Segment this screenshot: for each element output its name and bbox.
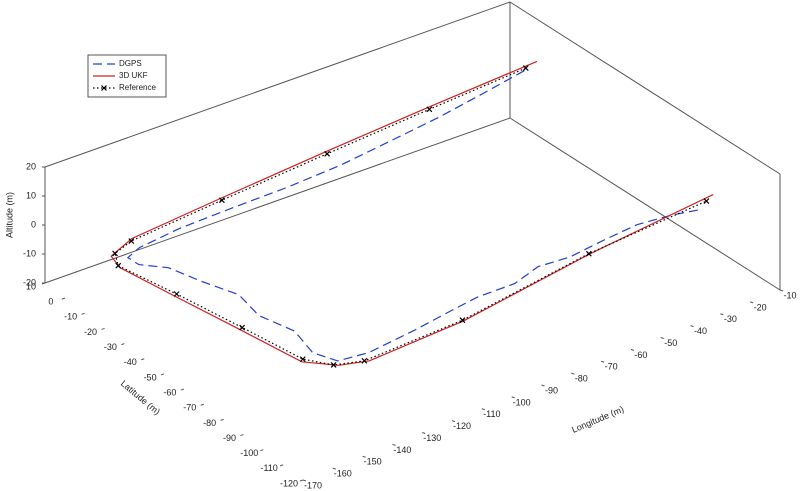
y-tick xyxy=(200,403,204,406)
y-tick-label: -120 xyxy=(280,478,298,488)
y-tick xyxy=(299,479,304,482)
series-marker xyxy=(173,291,180,297)
z-tick-label: 0 xyxy=(31,219,36,229)
y-tick xyxy=(220,418,224,421)
y-tick xyxy=(180,388,185,391)
x-tick-label: -100 xyxy=(513,397,531,407)
series-marker xyxy=(115,262,122,269)
x-tick-label: -10 xyxy=(783,290,796,300)
x-tick xyxy=(571,372,575,375)
x-tick-label: -120 xyxy=(453,421,471,431)
series-marker xyxy=(324,150,331,157)
y-tick xyxy=(279,464,284,467)
x-tick-label: -20 xyxy=(754,302,767,312)
series-marker xyxy=(112,250,118,257)
y-axis-label: Latitude (m) xyxy=(119,378,162,417)
y-tick-label: -30 xyxy=(104,342,117,352)
x-tick xyxy=(630,348,635,351)
z-axis-label: Altitude (m) xyxy=(4,192,14,238)
axis-box-edge xyxy=(509,117,781,291)
legend-label: DGPS xyxy=(119,59,142,68)
x-tick xyxy=(362,455,366,458)
x-tick-label: -160 xyxy=(334,469,352,479)
series-line xyxy=(126,70,701,362)
x-tick xyxy=(600,360,605,363)
y-tick xyxy=(260,449,264,452)
series-marker xyxy=(128,238,135,244)
x-tick-label: -130 xyxy=(423,433,441,443)
y-tick xyxy=(240,434,244,437)
series-marker xyxy=(299,356,306,363)
x-tick-label: -70 xyxy=(605,362,618,372)
z-tick-label: -20 xyxy=(23,277,36,287)
series-marker xyxy=(703,198,710,205)
x-tick-label: -90 xyxy=(545,385,558,395)
z-tick-label: -10 xyxy=(23,248,36,258)
axis-box-edge xyxy=(44,1,511,168)
z-tick-label: 20 xyxy=(26,161,36,171)
x-tick xyxy=(720,313,724,316)
x-tick-label: -30 xyxy=(724,314,737,324)
x-tick xyxy=(690,325,694,328)
x-tick xyxy=(422,432,426,434)
legend-marker xyxy=(101,85,107,91)
x-tick-label: -110 xyxy=(483,409,500,419)
legend-label: 3D UKF xyxy=(119,71,148,80)
x-tick xyxy=(481,408,486,411)
y-tick xyxy=(61,297,66,300)
y-tick-label: -40 xyxy=(124,357,137,367)
series-marker xyxy=(361,357,368,364)
x-tick-label: -50 xyxy=(664,338,677,348)
legend-label: Reference xyxy=(119,83,156,92)
x-tick xyxy=(511,396,515,399)
series-line xyxy=(110,60,714,366)
y-tick-label: -50 xyxy=(144,372,157,382)
x-tick-label: -40 xyxy=(694,326,707,336)
x-tick-label: -170 xyxy=(304,480,322,490)
x-tick xyxy=(451,420,456,423)
x-tick xyxy=(541,384,545,387)
y-tick-label: 10 xyxy=(26,281,36,291)
series-marker xyxy=(585,250,592,257)
y-tick-label: -90 xyxy=(223,433,236,443)
axis-box-edge xyxy=(509,1,781,175)
y-tick-label: -80 xyxy=(203,418,216,428)
y-tick-label: -20 xyxy=(84,327,97,337)
y-tick-label: -60 xyxy=(163,387,176,397)
series-marker xyxy=(522,65,529,72)
series-line xyxy=(114,67,707,366)
series-marker xyxy=(330,362,337,368)
y-tick xyxy=(160,373,165,376)
x-tick-label: -80 xyxy=(575,374,588,384)
series-marker xyxy=(218,197,225,204)
y-tick xyxy=(121,343,125,346)
axis-box-edge xyxy=(44,117,511,284)
x-tick xyxy=(332,467,336,470)
series-marker xyxy=(459,317,466,324)
y-tick-label: 0 xyxy=(48,297,53,307)
y-tick-label: -110 xyxy=(260,463,277,473)
y-tick-label: -10 xyxy=(64,312,77,322)
y-tick xyxy=(101,327,105,330)
x-tick xyxy=(779,289,784,292)
x-axis-label: Longitude (m) xyxy=(570,404,625,435)
y-tick xyxy=(81,312,85,315)
x-tick-label: -150 xyxy=(364,457,382,467)
y-tick xyxy=(141,358,145,361)
x-tick xyxy=(392,443,396,446)
series-marker xyxy=(239,324,246,331)
z-tick-label: 10 xyxy=(26,190,36,200)
x-tick xyxy=(750,301,754,304)
x-tick-label: -60 xyxy=(634,350,647,360)
y-tick-label: -70 xyxy=(183,403,196,413)
x-tick xyxy=(302,479,307,482)
series-marker xyxy=(426,106,433,113)
x-tick xyxy=(660,337,664,339)
y-tick-label: -100 xyxy=(240,448,258,458)
x-tick-label: -140 xyxy=(393,445,411,455)
